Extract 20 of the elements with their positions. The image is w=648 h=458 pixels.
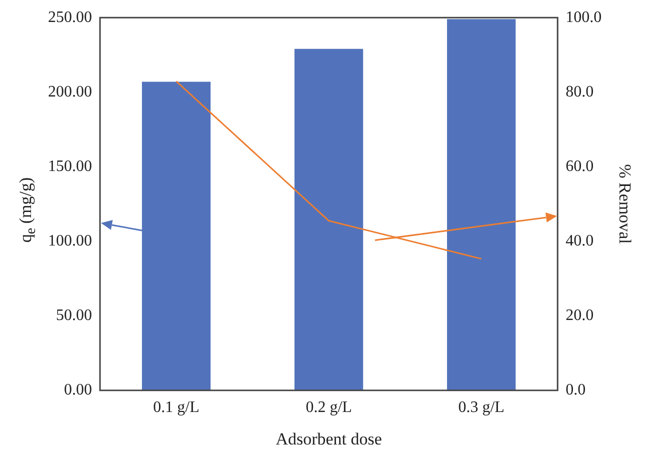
- bar: [142, 82, 211, 390]
- y-tick-label: 100.00: [48, 232, 92, 250]
- y-tick-label: 200.00: [48, 83, 92, 100]
- y-tick-label: 0.00: [64, 382, 92, 399]
- y2-tick-label: 100.0: [566, 8, 602, 26]
- y2-tick-label: 60.0: [566, 158, 594, 175]
- y-tick-label: 250.00: [48, 8, 92, 26]
- y2-tick-label: 40.0: [566, 232, 594, 250]
- bar: [294, 48, 364, 390]
- x-axis-title: Adsorbent dose: [276, 429, 382, 448]
- x-tick-label: 0.1 g/L: [153, 399, 200, 416]
- y-tick-label: 50.00: [56, 307, 92, 324]
- y2-tick-label: 0.0: [566, 382, 586, 399]
- y2-tick-label: 80.0: [566, 83, 594, 100]
- y2-tick-label: 20.0: [566, 307, 594, 324]
- x-tick-label: 0.3 g/L: [458, 399, 504, 416]
- bar: [447, 19, 516, 390]
- x-tick-label: 0.2 g/L: [306, 399, 352, 416]
- y2-axis-title: % Removal: [615, 164, 634, 244]
- y-tick-label: 150.00: [48, 158, 92, 175]
